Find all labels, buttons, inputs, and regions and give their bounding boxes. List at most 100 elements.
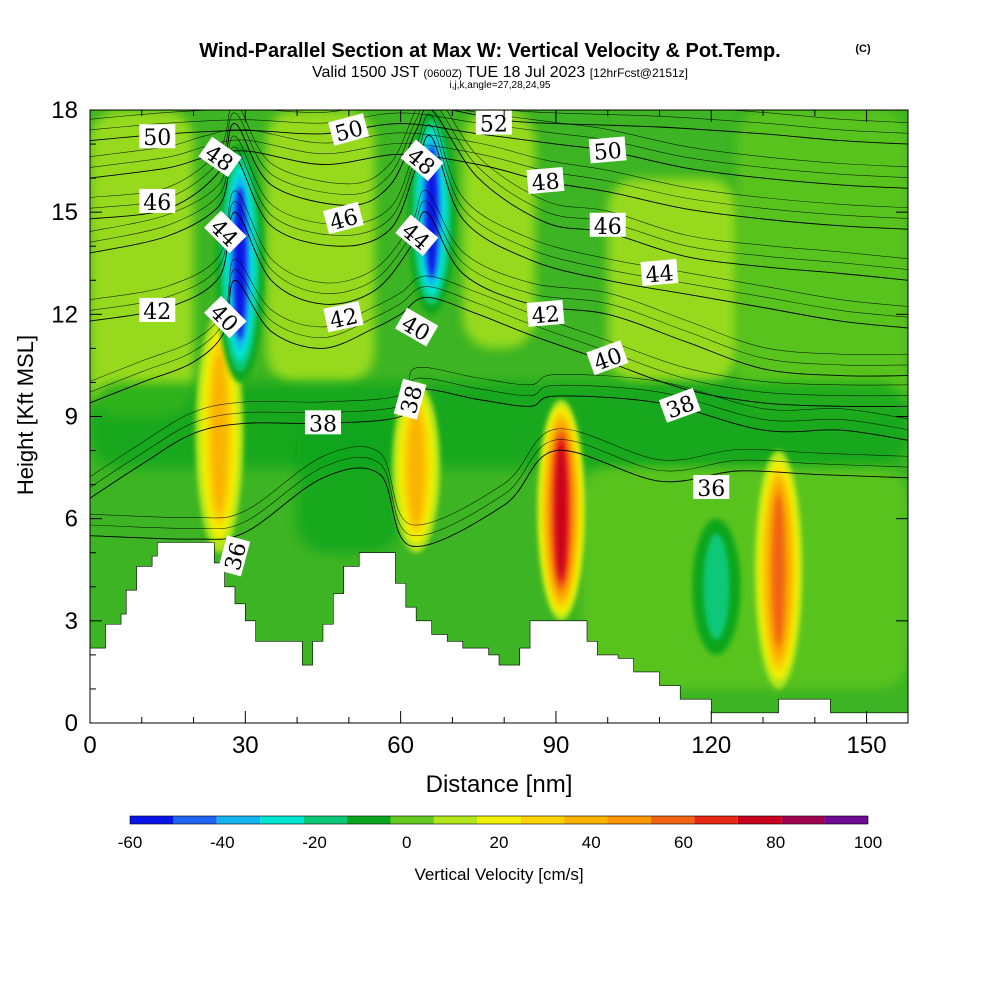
contour-label-box bbox=[526, 299, 565, 327]
contour-label-box bbox=[204, 295, 247, 339]
field-band bbox=[90, 110, 194, 417]
contour-label: 42 bbox=[139, 297, 176, 325]
theta-contour-minor bbox=[90, 110, 908, 260]
colorbar-segment bbox=[824, 816, 868, 824]
colorbar-tick-label: 80 bbox=[766, 833, 785, 852]
colorbar-tick-label: -20 bbox=[302, 833, 327, 852]
contour-label-box bbox=[198, 136, 242, 178]
contour-label: 52 bbox=[475, 110, 512, 138]
valid-time: Valid 1500 JST bbox=[312, 64, 420, 81]
theta-contour-minor bbox=[90, 110, 908, 168]
colorbar-label: Vertical Velocity [cm/s] bbox=[414, 865, 583, 884]
contour-label-box bbox=[328, 113, 370, 146]
contour-label-box bbox=[526, 166, 565, 195]
theta-contour-minor bbox=[90, 439, 908, 537]
contour-label: 46 bbox=[139, 188, 176, 216]
theta-contour-38 bbox=[90, 388, 908, 499]
contour-label: 42 bbox=[526, 299, 565, 330]
contour-label: 50 bbox=[588, 136, 627, 166]
contour-label-box bbox=[658, 387, 701, 423]
theta-contour-minor bbox=[90, 367, 908, 478]
y-tick-label: 9 bbox=[65, 404, 78, 431]
contour-label-text: 52 bbox=[480, 113, 508, 138]
contour-label-box bbox=[400, 139, 444, 182]
contour-label-text: 38 bbox=[309, 412, 337, 437]
contour-label: 46 bbox=[589, 212, 626, 240]
contour-label-text: 36 bbox=[697, 477, 725, 502]
colorbar-tick-label: 100 bbox=[854, 833, 882, 852]
contour-label-box bbox=[323, 301, 364, 333]
field-band bbox=[581, 467, 908, 689]
colorbar-segment bbox=[260, 816, 304, 824]
contour-label: 50 bbox=[328, 113, 370, 148]
contour-label-box bbox=[304, 410, 341, 435]
theta-contour-minor bbox=[726, 110, 908, 123]
contour-label-box bbox=[588, 136, 627, 164]
contour-label: 46 bbox=[322, 201, 364, 236]
colorbar-segment bbox=[303, 816, 348, 824]
colorbar-segment bbox=[520, 816, 565, 824]
contour-label: 42 bbox=[323, 301, 364, 334]
theta-contour-minor bbox=[90, 190, 908, 355]
valid-date: TUE 18 Jul 2023 bbox=[466, 64, 585, 81]
colorbar-tick-label: 0 bbox=[402, 833, 411, 852]
y-tick-label: 3 bbox=[65, 608, 78, 635]
x-tick-label: 90 bbox=[543, 732, 570, 759]
colorbar-frame bbox=[129, 815, 869, 825]
contour-label-box bbox=[586, 340, 629, 376]
theta-contour-50 bbox=[90, 123, 908, 189]
contour-label-box bbox=[139, 124, 176, 149]
contour-label-text: 50 bbox=[143, 126, 171, 151]
contour-label-text: 44 bbox=[645, 261, 675, 288]
contour-label-text: 42 bbox=[531, 302, 561, 329]
y-tick-label: 0 bbox=[65, 710, 78, 737]
contour-label-text: 46 bbox=[143, 191, 171, 216]
x-tick-label: 120 bbox=[691, 732, 731, 759]
colorbar-segment bbox=[694, 816, 738, 824]
theta-contour-minor bbox=[90, 113, 908, 307]
theta-contour-minor bbox=[90, 428, 908, 526]
chart-subtitle: Valid 1500 JST (0600Z) TUE 18 Jul 2023 [… bbox=[312, 64, 688, 81]
contour-label-box bbox=[322, 201, 364, 235]
theta-contour-36 bbox=[90, 449, 908, 547]
colorbar-segment bbox=[433, 816, 478, 824]
y-tick-label: 6 bbox=[65, 506, 78, 533]
colorbar-segment bbox=[564, 816, 608, 824]
theta-contour-minor bbox=[90, 112, 908, 178]
terrain bbox=[90, 542, 908, 723]
velocity-column bbox=[556, 443, 566, 578]
velocity-column bbox=[211, 354, 227, 513]
contour-label: 40 bbox=[586, 340, 629, 377]
theta-contour-minor bbox=[90, 377, 908, 488]
colorbar-tick-label: 40 bbox=[582, 833, 601, 852]
contour-label-box bbox=[217, 535, 251, 577]
terrain-mask bbox=[90, 542, 908, 723]
contour-label-box bbox=[139, 297, 176, 322]
chart-title: Wind-Parallel Section at Max W: Vertical… bbox=[199, 40, 780, 62]
field-band bbox=[737, 110, 908, 417]
contour-label-text: 42 bbox=[143, 300, 171, 325]
colorbar-segment bbox=[173, 816, 217, 824]
forecast-info: [12hrFcst@2151z] bbox=[590, 66, 688, 80]
theta-contour-minor bbox=[505, 110, 908, 134]
x-tick-label: 0 bbox=[83, 732, 96, 759]
contour-label-text: 48 bbox=[531, 169, 561, 196]
velocity-column bbox=[772, 495, 785, 645]
theta-contour-minor bbox=[90, 139, 908, 219]
contour-label: 36 bbox=[217, 535, 252, 577]
contour-label-box bbox=[475, 110, 512, 135]
colorbar-segment bbox=[781, 816, 825, 824]
theta-contour-46 bbox=[90, 110, 908, 281]
contour-label: 36 bbox=[693, 475, 730, 502]
contour-label-box bbox=[640, 258, 679, 286]
contour-label-text: 42 bbox=[328, 304, 361, 334]
colorbar-tick-label: -60 bbox=[118, 833, 143, 852]
contour-label: 48 bbox=[526, 166, 565, 197]
contour-label-box bbox=[393, 378, 427, 420]
contour-label: 40 bbox=[395, 307, 439, 347]
y-tick-label: 15 bbox=[51, 199, 78, 226]
colorbar-segment bbox=[650, 816, 695, 824]
theta-contours bbox=[90, 110, 908, 547]
contour-label-text: 46 bbox=[594, 215, 622, 240]
